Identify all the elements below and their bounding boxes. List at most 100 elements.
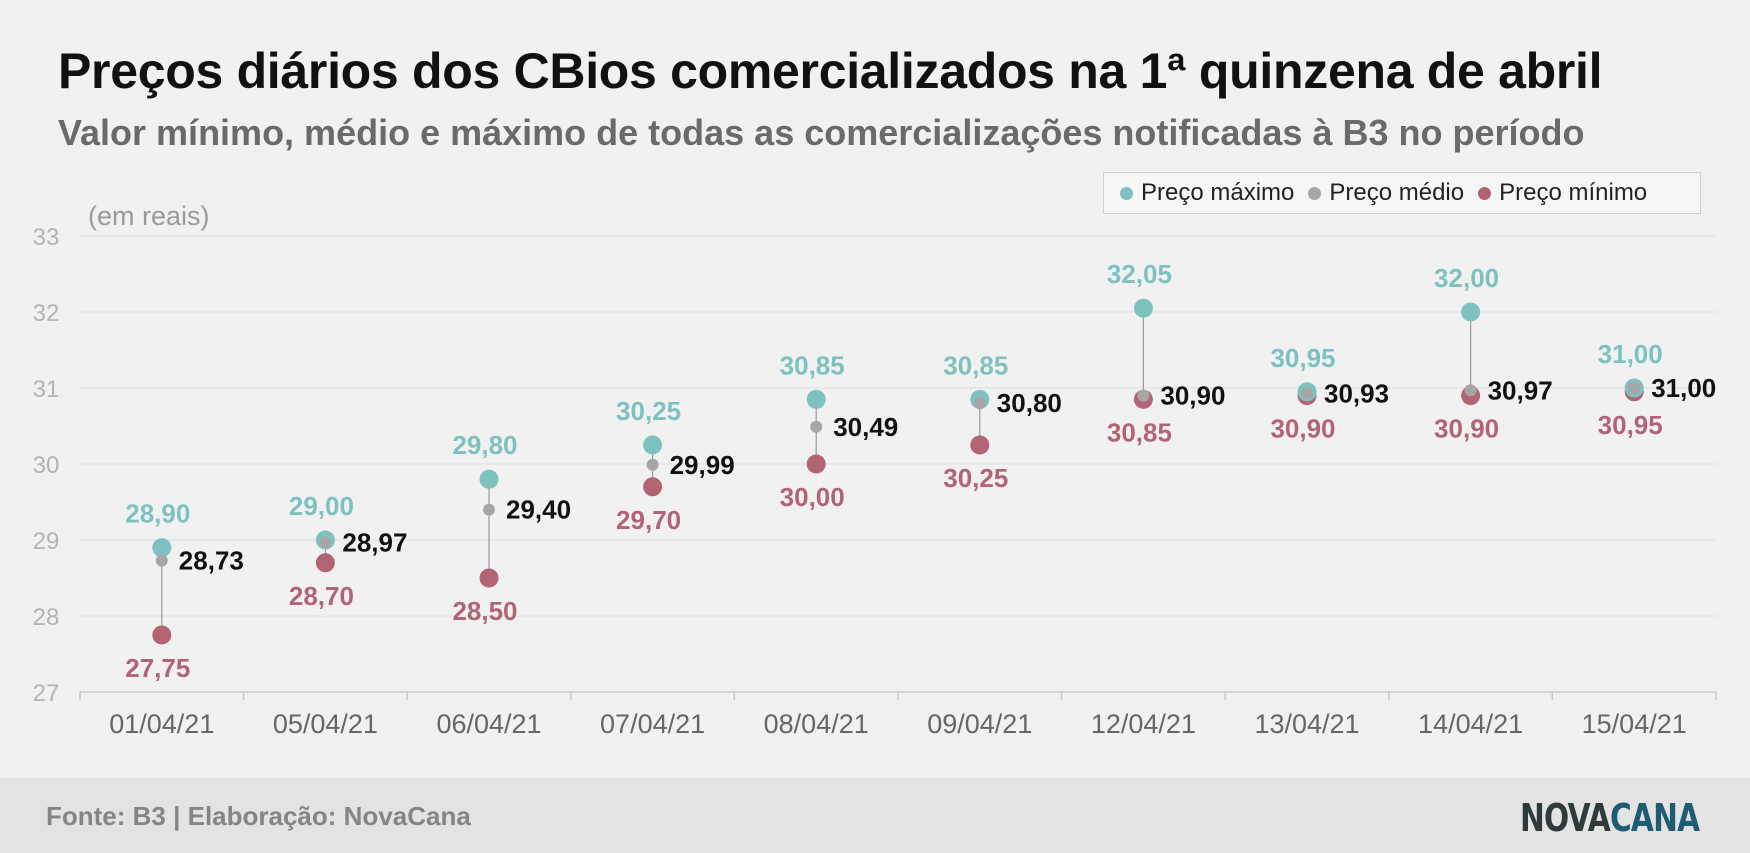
max-value-label: 30,95 [1270,343,1335,373]
min-value-label: 29,70 [616,505,681,535]
x-tick-label: 13/04/21 [1254,709,1359,739]
chart-subtitle: Valor mínimo, médio e máximo de todas as… [58,112,1585,153]
x-tick-label: 06/04/21 [436,709,541,739]
day-group: 30,95 30,90 30,93 [1270,343,1389,444]
y-axis-unit-label: (em reais) [88,201,210,231]
y-tick-label: 28 [33,604,60,631]
day-group: 28,90 27,75 28,73 [125,499,244,683]
avg-point [810,420,823,433]
legend-item-min: Preço mínimo [1478,179,1647,207]
avg-value-label: 30,93 [1324,378,1389,408]
legend-swatch-avg [1308,186,1322,200]
footer: Fonte: B3 | Elaboração: NovaCana NOVACAN… [0,778,1750,853]
min-value-label: 28,50 [452,596,517,626]
min-value-label: 30,85 [1107,417,1172,447]
legend-swatch-max [1120,186,1133,200]
avg-value-label: 30,97 [1488,375,1553,405]
avg-value-label: 30,90 [1160,381,1225,411]
avg-point [155,554,168,567]
max-value-label: 31,00 [1598,339,1663,369]
min-value-label: 30,90 [1434,414,1499,444]
min-point [643,477,663,497]
legend-item-max: Preço máximo [1120,179,1294,207]
legend-swatch-min [1478,186,1492,200]
min-point [970,435,990,455]
x-axis: 01/04/21 05/04/21 06/04/21 07/04/21 08/04/21… [79,691,1717,739]
min-point [315,553,335,573]
y-tick-label: 31 [33,376,60,403]
max-value-label: 29,00 [289,491,354,521]
max-point [479,469,499,489]
avg-point [1301,387,1313,400]
max-value-label: 29,80 [452,430,517,460]
data-marks: 28,90 27,75 28,73 29,00 28,70 28,97 29,80 28,50… [125,259,1716,683]
price-chart: 27 28 29 30 31 32 33 (em reais) 01/04/21 05/04/… [33,201,1717,739]
min-value-label: 30,00 [780,482,845,512]
source-credit: Fonte: B3 | Elaboração: NovaCana [46,801,471,831]
legend-item-avg: Preço médio [1308,179,1464,207]
avg-point [483,503,495,516]
day-group: 30,85 30,00 30,49 [780,350,899,512]
x-tick-label: 01/04/21 [109,709,214,739]
day-group: 32,05 30,85 30,90 [1107,259,1226,447]
day-group: 31,00 30,95 31,00 [1598,339,1717,440]
max-value-label: 30,85 [780,350,845,380]
chart-legend: Preço máximo Preço médio Preço mínimo [1103,172,1701,214]
avg-value-label: 28,97 [342,527,407,557]
max-value-label: 30,85 [943,350,1008,380]
day-group: 30,25 29,70 29,99 [616,396,735,535]
min-value-label: 27,75 [125,653,190,683]
x-tick-label: 14/04/21 [1418,709,1523,739]
max-value-label: 32,05 [1107,259,1172,289]
x-tick-label: 05/04/21 [273,709,378,739]
min-value-label: 28,70 [289,581,354,611]
novacana-logo: NOVACANA [1520,796,1700,840]
max-point [1461,302,1481,322]
min-point [152,625,172,645]
max-point [1133,298,1153,318]
y-axis: 27 28 29 30 31 32 33 [33,224,60,707]
legend-label-min: Preço mínimo [1499,179,1648,206]
avg-point [973,397,986,410]
x-tick-label: 09/04/21 [927,709,1032,739]
gridlines [80,235,1716,617]
day-group: 29,00 28,70 28,97 [289,491,408,611]
avg-point [319,536,332,549]
day-group: 29,80 28,50 29,40 [452,430,571,626]
legend-label-max: Preço máximo [1141,179,1295,206]
max-point [806,389,826,409]
avg-value-label: 29,99 [670,450,735,480]
avg-value-label: 30,49 [833,412,898,442]
avg-point [1628,382,1641,394]
max-value-label: 32,00 [1434,263,1499,293]
max-point [643,435,663,455]
avg-value-label: 30,80 [997,388,1062,418]
logo-part-nova: NOVA [1520,796,1611,840]
min-value-label: 30,95 [1598,410,1663,440]
min-value-label: 30,90 [1270,414,1335,444]
avg-point [1464,384,1477,397]
legend-label-avg: Preço médio [1329,179,1465,206]
day-group: 32,00 30,90 30,97 [1434,263,1553,444]
max-value-label: 28,90 [125,499,190,529]
y-tick-label: 33 [33,224,60,251]
y-tick-label: 32 [33,300,60,327]
y-tick-label: 30 [33,452,60,479]
logo-part-cana: CANA [1609,796,1700,840]
x-tick-label: 08/04/21 [764,709,869,739]
y-tick-label: 29 [33,528,60,555]
y-tick-label: 27 [33,680,60,707]
day-group: 30,85 30,25 30,80 [943,350,1062,493]
chart-title: Preços diários dos CBios comercializados… [58,43,1603,99]
max-value-label: 30,25 [616,396,681,426]
x-tick-label: 07/04/21 [600,709,705,739]
avg-value-label: 31,00 [1651,373,1716,403]
x-tick-label: 15/04/21 [1582,709,1687,739]
max-point [152,538,172,558]
avg-value-label: 28,73 [179,546,244,576]
min-value-label: 30,25 [943,463,1008,493]
x-tick-label: 12/04/21 [1091,709,1196,739]
min-point [806,454,826,474]
min-point [479,568,499,588]
avg-point [646,458,659,471]
